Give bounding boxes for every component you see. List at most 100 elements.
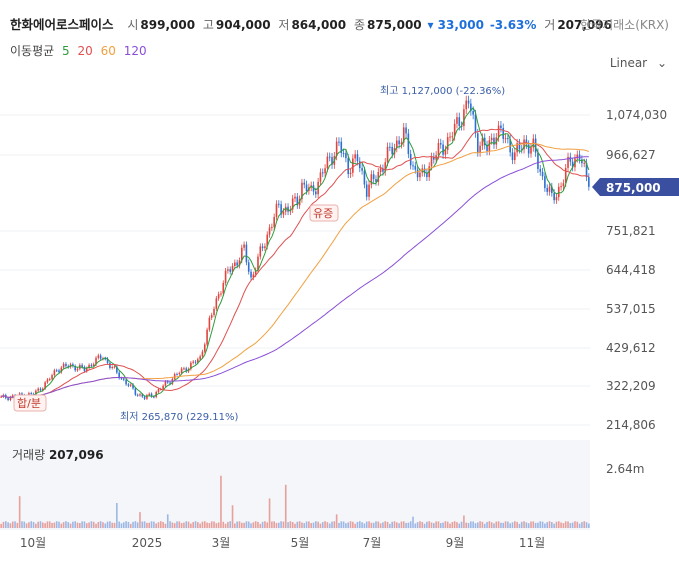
volume-bar — [65, 521, 67, 528]
volume-bar — [197, 522, 199, 528]
volume-bar — [363, 523, 366, 528]
volume-bar — [183, 522, 185, 528]
volume-bar — [213, 521, 215, 528]
current-price-label: 875,000 — [606, 181, 661, 195]
y-tick-label: 644,418 — [606, 263, 656, 277]
candle-body — [106, 358, 109, 363]
candle-body — [206, 329, 208, 345]
candle-body — [231, 265, 234, 272]
candle-body — [458, 117, 461, 127]
volume-bar — [95, 523, 97, 528]
event-rights-badge — [309, 204, 339, 222]
candle-body — [483, 137, 486, 146]
event-rights[interactable]: 유증 — [313, 207, 333, 220]
volume-bar — [169, 521, 171, 528]
volume-bar — [490, 522, 493, 528]
volume-bar — [560, 522, 562, 528]
candle-body — [74, 366, 77, 371]
volume-bar — [389, 523, 391, 528]
candle-body — [474, 114, 477, 134]
volume-bar — [402, 521, 405, 528]
stock-name[interactable]: 한화에어로스페이스 — [10, 17, 114, 32]
volume-bar — [92, 521, 95, 528]
y-tick-label: 537,015 — [606, 302, 656, 316]
candle-body — [583, 162, 586, 164]
candle-body — [39, 388, 42, 391]
volume-bar — [372, 522, 375, 528]
volume-bar — [546, 522, 549, 528]
candle-body — [48, 379, 51, 381]
volume-bar — [523, 521, 525, 528]
volume-bar — [113, 522, 116, 528]
x-tick-label: 10월 — [20, 536, 46, 550]
volume-bar — [234, 523, 236, 528]
candle-body — [294, 196, 296, 199]
scale-selector[interactable]: Linear ⌄ — [610, 56, 667, 70]
candle-body — [315, 191, 317, 195]
volume-bar — [470, 521, 472, 528]
candle-body — [527, 144, 530, 154]
y-tick-label: 751,821 — [606, 224, 656, 238]
volume-bar — [199, 523, 201, 528]
candle-body — [504, 138, 507, 140]
volume-bar — [243, 522, 245, 528]
candle-body — [30, 393, 33, 395]
candle-body — [213, 308, 215, 316]
candle-body — [97, 355, 100, 358]
candle-body — [379, 168, 382, 173]
volume-bar — [48, 521, 51, 528]
volume-bar — [585, 522, 588, 528]
candle-body — [516, 143, 518, 153]
volume-bar — [534, 522, 537, 528]
volume-bar — [486, 521, 488, 528]
change-value: ▾ 33,000 — [427, 18, 484, 32]
candle-body — [395, 140, 398, 149]
volume-bar — [379, 523, 382, 528]
volume-bar — [296, 521, 299, 528]
x-tick-label: 9월 — [446, 536, 465, 550]
open-value: 899,000 — [140, 18, 196, 32]
candle-body — [375, 179, 377, 182]
volume-bar — [583, 521, 586, 528]
volume-bar — [51, 523, 53, 528]
volume-bar — [69, 523, 72, 528]
volume-bar — [493, 523, 495, 528]
volume-bar — [16, 522, 19, 528]
volume-bar — [35, 523, 37, 528]
candle-body — [564, 167, 567, 184]
volume-bar — [513, 521, 516, 528]
low-value: 864,000 — [291, 18, 347, 32]
candle-body — [405, 127, 407, 134]
volume-bar — [361, 522, 363, 528]
candle-body — [153, 396, 155, 398]
volume-bar — [315, 521, 317, 528]
volume-bar — [106, 521, 109, 528]
candle-body — [65, 363, 67, 367]
candle-body — [463, 109, 465, 127]
volume-bar — [509, 523, 511, 528]
volume-bar — [384, 521, 387, 528]
volume-bar — [481, 521, 484, 528]
volume-bar — [201, 521, 204, 528]
volume-bar — [500, 522, 502, 528]
moving-average-legend[interactable]: 이동평균 5 20 60 120 — [10, 42, 151, 59]
candle-body — [88, 364, 90, 369]
volume-bar — [259, 523, 262, 528]
max-annotation: 최고 1,127,000 (-22.36%) — [380, 85, 505, 97]
candle-body — [277, 203, 280, 205]
volume-bar — [231, 505, 234, 528]
candle-body — [368, 184, 370, 197]
candle-body — [141, 394, 144, 397]
y-tick-label: 214,806 — [606, 418, 656, 432]
event-split-badge — [13, 394, 47, 412]
candle-body — [259, 246, 262, 257]
candle-body — [44, 382, 46, 389]
event-split[interactable]: 합/분 — [17, 397, 41, 410]
candle-body — [340, 141, 343, 154]
volume-bar — [439, 523, 442, 528]
candle-body — [85, 368, 88, 372]
candle-body — [324, 168, 326, 174]
volume-bar — [37, 521, 39, 528]
volume-bar — [264, 521, 266, 528]
